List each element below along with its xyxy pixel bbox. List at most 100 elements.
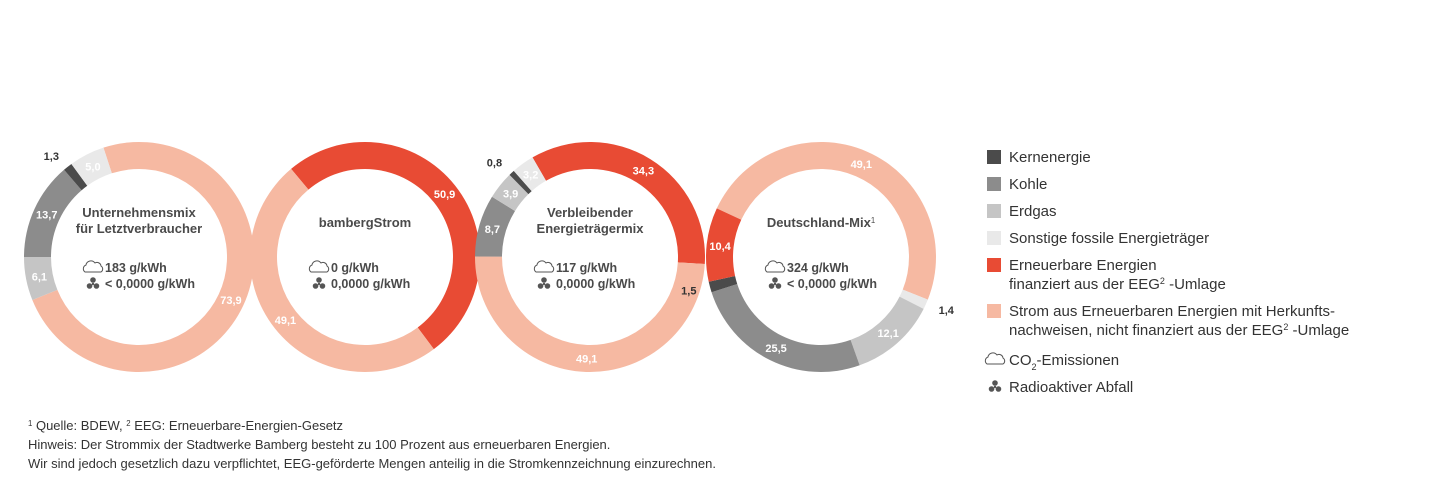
legend-label: CO2-Emissionen	[1009, 352, 1119, 372]
value-label: 49,1	[851, 159, 872, 171]
radiation-icon-part	[775, 283, 782, 289]
title-line: für Letztverbraucher	[76, 221, 202, 236]
text-part: Kohle	[1009, 176, 1047, 193]
legend-swatch	[987, 177, 1001, 191]
radiation-icon-center	[317, 282, 321, 286]
footnote: Hinweis: Der Strommix der Stadtwerke Bam…	[28, 437, 610, 452]
text-part: Sonstige fossile Energieträger	[1009, 230, 1209, 247]
donut-segment	[71, 147, 112, 186]
radiation-icon-center	[773, 282, 777, 286]
cloud-icon	[764, 260, 786, 273]
superscript: 1	[871, 216, 875, 225]
cloud-icon	[984, 352, 1006, 365]
waste-value: 0,0000 g/kWh	[331, 277, 410, 291]
donut-segment	[850, 296, 924, 366]
text-part: Kernenergie	[1009, 149, 1091, 166]
donut-chart: 49,1 1,4 12,1 25,5 1,5 10,4 Deutschland-Mix1 32…	[681, 142, 955, 372]
text-part: -Umlage	[1165, 276, 1226, 293]
legend-label: Kohle	[1009, 176, 1047, 193]
legend-label: nachweisen, nicht finanziert aus der EEG…	[1009, 322, 1349, 339]
value-label: 50,9	[434, 189, 455, 201]
legend-label: finanziert aus der EEG2 -Umlage	[1009, 276, 1226, 293]
co2-value: 183 g/kWh	[105, 261, 167, 275]
title-line: Deutschland-Mix	[767, 215, 872, 230]
chart-title: Verbleibender	[547, 205, 633, 220]
legend-swatch	[987, 204, 1001, 218]
text-part: CO	[1009, 352, 1032, 369]
value-label: 12,1	[877, 328, 898, 340]
radiation-icon-part	[86, 283, 93, 289]
footnote: Wir sind jedoch gesetzlich dazu verpflic…	[28, 456, 716, 471]
donut-segment	[706, 208, 742, 282]
donut-segment	[513, 157, 546, 192]
legend-item: Erneuerbare Energien finanziert aus der E…	[987, 257, 1226, 293]
legend-swatch	[987, 150, 1001, 164]
radiation-icon-center	[91, 282, 95, 286]
subscript: 2	[1032, 362, 1037, 372]
cloud-icon	[308, 260, 330, 273]
value-label: 1,3	[44, 151, 59, 163]
waste-value: < 0,0000 g/kWh	[787, 277, 877, 291]
legend-label: Erneuerbare Energien	[1009, 257, 1157, 274]
text-part: finanziert aus der EEG	[1009, 276, 1160, 293]
text-part: Strom aus Erneuerbaren Energien mit Herk…	[1009, 303, 1335, 320]
waste-value: 0,0000 g/kWh	[556, 277, 635, 291]
title-line: Energieträgermix	[537, 221, 645, 236]
donut-segment	[492, 174, 529, 211]
radiation-icon-part	[544, 283, 551, 289]
donut-segment	[899, 289, 928, 309]
radiation-icon-part	[319, 283, 326, 289]
legend-swatch	[987, 304, 1001, 318]
legend-label: Radioaktiver Abfall	[1009, 379, 1133, 396]
radiation-icon-part	[988, 386, 995, 392]
text-part: Hinweis: Der Strommix der Stadtwerke Bam…	[28, 437, 610, 452]
text-part: -Emissionen	[1037, 352, 1120, 369]
legend-item: Kohle	[987, 176, 1047, 193]
radiation-icon-part	[537, 283, 544, 289]
text-part: Wir sind jedoch gesetzlich dazu verpflic…	[28, 456, 716, 471]
donut-segment	[249, 168, 434, 373]
value-label: 25,5	[765, 343, 786, 355]
donut-segment	[708, 275, 738, 293]
value-label: 49,1	[275, 315, 296, 327]
legend-label: Erdgas	[1009, 203, 1057, 220]
superscript: 1	[28, 419, 32, 428]
donut-segment	[24, 169, 82, 257]
legend-item: CO2-Emissionen	[984, 352, 1119, 372]
donut-chart: 34,3 49,1 8,7 3,9 0,8 3,2 VerbleibenderEnergie…	[475, 141, 705, 372]
radiation-icon-part	[316, 277, 322, 283]
value-label: 1,4	[939, 305, 955, 317]
radiation-icon-part	[772, 277, 778, 283]
legend-label: Sonstige fossile Energieträger	[1009, 230, 1209, 247]
radiation-icon-part	[995, 386, 1002, 392]
donut-chart: 50,9 49,1 bambergStrom 0 g/kWh 0,0000 g/kWh	[249, 142, 480, 373]
waste-value: < 0,0000 g/kWh	[105, 277, 195, 291]
legend-item: Erdgas	[987, 203, 1057, 220]
value-label: 34,3	[633, 166, 654, 178]
legend-label: Strom aus Erneuerbaren Energien mit Herk…	[1009, 303, 1335, 320]
chart-title: Unternehmensmix	[82, 205, 196, 220]
value-label: 8,7	[485, 224, 500, 236]
legend-swatch	[987, 258, 1001, 272]
legend-swatch	[987, 231, 1001, 245]
title-line: bambergStrom	[319, 215, 411, 230]
donut-segment	[24, 257, 58, 301]
radiation-icon-center	[542, 282, 546, 286]
donut-segment	[532, 141, 705, 264]
value-label: 13,7	[36, 210, 57, 222]
value-label: 5,0	[85, 162, 100, 174]
donut-segment	[716, 142, 936, 300]
legend-label: Kernenergie	[1009, 149, 1091, 166]
footnote: 1 Quelle: BDEW, 2 EEG: Erneuerbare-Energ…	[28, 418, 343, 433]
value-label: 3,9	[503, 189, 518, 201]
donut-segment	[64, 163, 88, 191]
legend-item: Sonstige fossile Energieträger	[987, 230, 1209, 247]
radiation-icon-part	[992, 380, 998, 386]
text-part: Erneuerbare Energien	[1009, 257, 1157, 274]
superscript: 2	[1160, 276, 1165, 286]
text-part: Radioaktiver Abfall	[1009, 379, 1133, 396]
title-line: Unternehmensmix	[82, 205, 196, 220]
legend-item: Kernenergie	[987, 149, 1091, 166]
donut-segment	[475, 196, 516, 257]
